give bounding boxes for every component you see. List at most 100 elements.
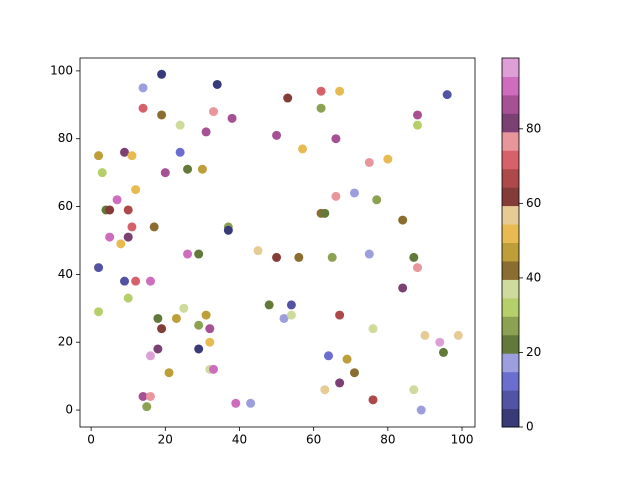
point — [138, 83, 148, 93]
colorbar-segment — [502, 390, 519, 410]
point — [409, 385, 419, 395]
point — [409, 252, 419, 262]
point — [153, 344, 163, 354]
point — [272, 252, 282, 262]
point — [194, 320, 204, 330]
point — [183, 249, 193, 259]
point — [286, 300, 296, 310]
point — [246, 398, 256, 408]
point — [201, 127, 211, 137]
point — [123, 232, 133, 242]
point — [120, 276, 130, 286]
point — [138, 103, 148, 113]
point — [413, 120, 423, 130]
colorbar-tick-label: 40 — [526, 270, 541, 284]
colorbar-tick-label: 80 — [526, 121, 541, 135]
point — [157, 69, 167, 79]
colorbar-segment — [502, 316, 519, 336]
axes-frame — [79, 57, 476, 428]
point — [145, 276, 155, 286]
point — [349, 368, 359, 378]
point — [149, 222, 159, 232]
point — [94, 263, 104, 273]
point — [316, 103, 326, 113]
colorbar-segment — [502, 297, 519, 317]
y-tick-label: 40 — [58, 267, 73, 281]
point — [145, 351, 155, 361]
point — [209, 107, 219, 117]
point — [164, 368, 174, 378]
point — [153, 313, 163, 323]
x-tick-label: 40 — [232, 433, 247, 447]
point — [264, 300, 274, 310]
colorbar-segment — [502, 334, 519, 354]
point — [175, 120, 185, 130]
y-tick-label: 80 — [58, 131, 73, 145]
point — [94, 151, 104, 161]
point — [123, 293, 133, 303]
point — [368, 324, 378, 334]
point — [227, 113, 237, 123]
colorbar-segment — [502, 168, 519, 188]
colorbar-tick-label: 60 — [526, 196, 541, 210]
colorbar-segment — [502, 187, 519, 207]
point — [105, 232, 115, 242]
point — [127, 222, 137, 232]
y-tick-label: 0 — [65, 403, 73, 417]
point — [342, 354, 352, 364]
point — [320, 208, 330, 218]
point — [279, 313, 289, 323]
point — [223, 225, 233, 235]
point — [194, 344, 204, 354]
x-tick-label: 0 — [87, 433, 95, 447]
colorbar-segment — [502, 131, 519, 151]
colorbar-segment — [502, 242, 519, 262]
point — [112, 195, 122, 205]
point — [327, 252, 337, 262]
colorbar-segment — [502, 260, 519, 280]
colorbar-segment — [502, 353, 519, 373]
point — [97, 168, 107, 178]
point — [105, 205, 115, 215]
point — [131, 185, 141, 195]
point — [138, 391, 148, 401]
colorbar-segment — [502, 150, 519, 170]
point — [157, 110, 167, 120]
point — [372, 195, 382, 205]
point — [142, 402, 152, 412]
point — [197, 164, 207, 174]
point — [194, 249, 204, 259]
point — [171, 313, 181, 323]
point — [331, 191, 341, 201]
colorbar-segment — [502, 224, 519, 243]
point — [364, 157, 374, 167]
colorbar-tick-label: 0 — [526, 420, 534, 434]
point — [120, 147, 130, 157]
point — [157, 324, 167, 334]
point — [205, 337, 215, 347]
point — [179, 303, 189, 313]
point — [416, 405, 426, 415]
point — [283, 93, 293, 103]
colorbar-segment — [502, 279, 519, 299]
point — [364, 249, 374, 259]
point — [335, 310, 345, 320]
colorbar-segment — [502, 76, 519, 96]
point — [349, 188, 359, 198]
point — [413, 263, 423, 273]
point — [442, 90, 452, 100]
point — [335, 86, 345, 96]
point — [413, 110, 423, 120]
point — [209, 364, 219, 374]
point — [335, 378, 345, 388]
x-tick-label: 60 — [306, 433, 321, 447]
colorbar-segment — [502, 113, 519, 133]
point — [316, 86, 326, 96]
point — [368, 395, 378, 405]
point — [212, 79, 222, 89]
point — [253, 246, 263, 256]
point — [435, 337, 445, 347]
point — [420, 330, 430, 340]
